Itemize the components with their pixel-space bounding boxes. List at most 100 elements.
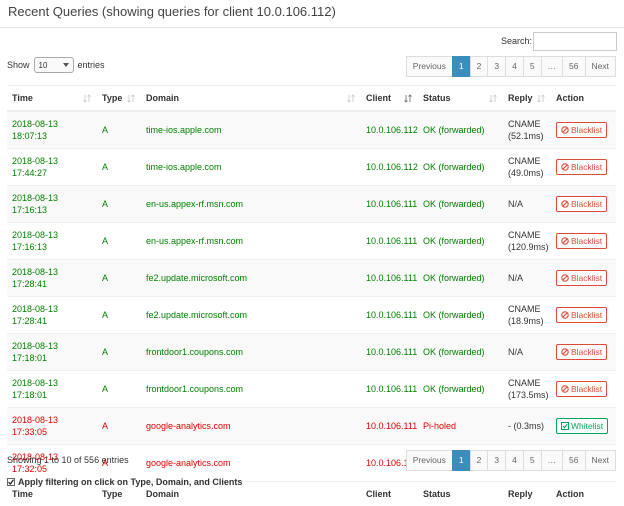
filter-option[interactable]: Apply filtering on click on Type, Domain… <box>7 477 242 487</box>
cell-client[interactable]: 10.0.106.111 <box>361 371 418 408</box>
cell-type[interactable]: A <box>97 371 141 408</box>
page-button[interactable]: … <box>541 450 564 471</box>
action-label: Blacklist <box>571 309 602 321</box>
page-button[interactable]: … <box>541 56 564 77</box>
cell-client[interactable]: 10.0.106.112 <box>361 111 418 149</box>
cell-domain[interactable]: time-ios.apple.com <box>141 149 361 186</box>
action-icon <box>561 200 569 208</box>
cell-client[interactable]: 10.0.106.111 <box>361 260 418 297</box>
cell-time: 2018-08-13 17:33:05 <box>7 408 97 445</box>
cell-client[interactable]: 10.0.106.111 <box>361 297 418 334</box>
column-header[interactable]: Time <box>7 86 97 112</box>
cell-client[interactable]: 10.0.106.111 <box>361 334 418 371</box>
sort-icon[interactable] <box>489 94 497 103</box>
action-button[interactable]: Blacklist <box>556 159 607 175</box>
action-button[interactable]: Blacklist <box>556 233 607 249</box>
action-button[interactable]: Blacklist <box>556 270 607 286</box>
action-icon <box>561 237 569 245</box>
cell-domain[interactable]: google-analytics.com <box>141 445 361 482</box>
cell-domain[interactable]: time-ios.apple.com <box>141 111 361 149</box>
cell-domain[interactable]: fe2.update.microsoft.com <box>141 297 361 334</box>
page-button[interactable]: 56 <box>562 56 585 77</box>
table-info: Showing 1 to 10 of 556 entries <box>7 455 129 465</box>
action-cell: Blacklist <box>551 260 616 297</box>
cell-status: OK (forwarded) <box>418 186 503 223</box>
sort-icon[interactable] <box>127 94 135 103</box>
page-button[interactable]: 5 <box>523 450 542 471</box>
page-button[interactable]: 1 <box>452 450 471 471</box>
cell-type[interactable]: A <box>97 408 141 445</box>
checkbox[interactable] <box>7 478 15 486</box>
column-header[interactable]: Client <box>361 86 418 112</box>
cell-type[interactable]: A <box>97 260 141 297</box>
page-button[interactable]: Next <box>585 450 616 471</box>
page-button[interactable]: 2 <box>470 56 489 77</box>
column-header[interactable]: Type <box>97 86 141 112</box>
cell-status: OK (forwarded) <box>418 149 503 186</box>
page-button[interactable]: 3 <box>487 56 506 77</box>
cell-domain[interactable]: fe2.update.microsoft.com <box>141 260 361 297</box>
page-button[interactable]: 2 <box>470 450 489 471</box>
length-control: Show 10 entries <box>7 57 105 73</box>
cell-domain[interactable]: google-analytics.com <box>141 408 361 445</box>
cell-client[interactable]: 10.0.106.112 <box>361 149 418 186</box>
cell-type[interactable]: A <box>97 149 141 186</box>
action-cell: Blacklist <box>551 149 616 186</box>
divider <box>0 27 624 28</box>
cell-domain[interactable]: frontdoor1.coupons.com <box>141 371 361 408</box>
action-button[interactable]: Whitelist <box>556 418 608 434</box>
action-label: Blacklist <box>571 272 602 284</box>
column-header[interactable]: Reply <box>503 86 551 112</box>
action-button[interactable]: Blacklist <box>556 307 607 323</box>
cell-domain[interactable]: frontdoor1.coupons.com <box>141 334 361 371</box>
cell-type[interactable]: A <box>97 223 141 260</box>
show-label: Show <box>7 60 30 70</box>
action-cell: Blacklist <box>551 371 616 408</box>
column-header[interactable]: Status <box>418 86 503 112</box>
cell-client[interactable]: 10.0.106.111 <box>361 186 418 223</box>
cell-type[interactable]: A <box>97 186 141 223</box>
page-button[interactable]: Previous <box>406 56 453 77</box>
search-input[interactable] <box>533 32 617 51</box>
page-button[interactable]: Next <box>585 56 616 77</box>
sort-icon[interactable] <box>83 94 91 103</box>
page-button[interactable]: 4 <box>505 450 524 471</box>
cell-domain[interactable]: en-us.appex-rf.msn.com <box>141 223 361 260</box>
sort-icon[interactable] <box>404 94 412 103</box>
page-button[interactable]: 4 <box>505 56 524 77</box>
cell-type[interactable]: A <box>97 111 141 149</box>
cell-type[interactable]: A <box>97 334 141 371</box>
cell-client[interactable]: 10.0.106.111 <box>361 408 418 445</box>
page-button[interactable]: Previous <box>406 450 453 471</box>
action-icon <box>561 422 569 430</box>
sort-icon[interactable] <box>537 94 545 103</box>
column-header[interactable]: Action <box>551 86 616 112</box>
sort-icon[interactable] <box>347 94 355 103</box>
cell-domain[interactable]: en-us.appex-rf.msn.com <box>141 186 361 223</box>
page-button[interactable]: 5 <box>523 56 542 77</box>
action-button[interactable]: Blacklist <box>556 344 607 360</box>
cell-time: 2018-08-13 17:28:41 <box>7 297 97 334</box>
page-button[interactable]: 1 <box>452 56 471 77</box>
page-button[interactable]: 3 <box>487 450 506 471</box>
cell-client[interactable]: 10.0.106.111 <box>361 223 418 260</box>
action-label: Blacklist <box>571 198 602 210</box>
cell-type[interactable]: A <box>97 297 141 334</box>
action-button[interactable]: Blacklist <box>556 196 607 212</box>
column-header[interactable]: Domain <box>141 86 361 112</box>
action-label: Blacklist <box>571 383 602 395</box>
action-icon <box>561 163 569 171</box>
length-select[interactable]: 10 <box>34 57 74 73</box>
action-button[interactable]: Blacklist <box>556 122 607 138</box>
cell-time: 2018-08-13 17:16:13 <box>7 186 97 223</box>
page-button[interactable]: 56 <box>562 450 585 471</box>
action-label: Blacklist <box>571 235 602 247</box>
action-button[interactable]: Blacklist <box>556 381 607 397</box>
